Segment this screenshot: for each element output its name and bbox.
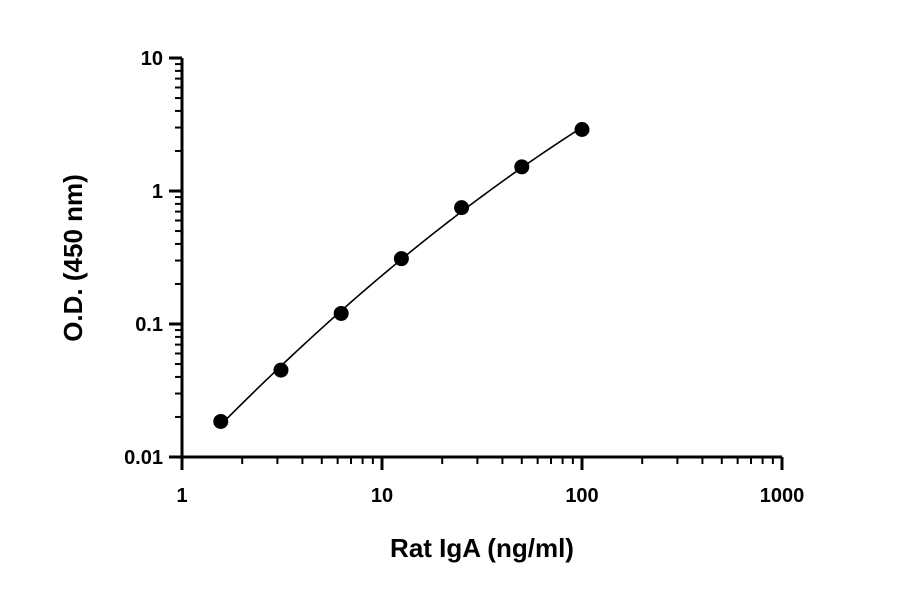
data-point xyxy=(213,413,229,429)
fit-curve xyxy=(220,126,583,426)
y-tick-label: 0.01 xyxy=(124,447,163,469)
x-tick-label: 100 xyxy=(565,485,598,507)
x-axis-title: Rat IgA (ng/ml) xyxy=(390,533,574,563)
data-point xyxy=(333,305,349,321)
x-tick-label: 1 xyxy=(176,485,187,507)
x-axis-major-ticks xyxy=(180,457,784,470)
x-tick-label: 1000 xyxy=(760,485,805,507)
y-axis-title: O.D. (450 nm) xyxy=(58,174,88,342)
y-tick-label: 10 xyxy=(141,48,163,70)
y-axis-major-ticks xyxy=(169,56,182,459)
x-axis-tick-labels: 1 10 100 1000 xyxy=(176,485,804,507)
y-tick-label: 1 xyxy=(152,181,163,203)
data-point xyxy=(514,159,530,175)
data-points xyxy=(213,122,590,429)
data-point xyxy=(393,251,409,267)
data-point xyxy=(273,362,289,378)
y-tick-label: 0.1 xyxy=(135,314,163,336)
y-axis-tick-labels: 0.01 0.1 1 10 xyxy=(124,48,163,469)
data-point xyxy=(454,200,470,216)
data-point xyxy=(574,122,590,138)
x-tick-label: 10 xyxy=(371,485,393,507)
